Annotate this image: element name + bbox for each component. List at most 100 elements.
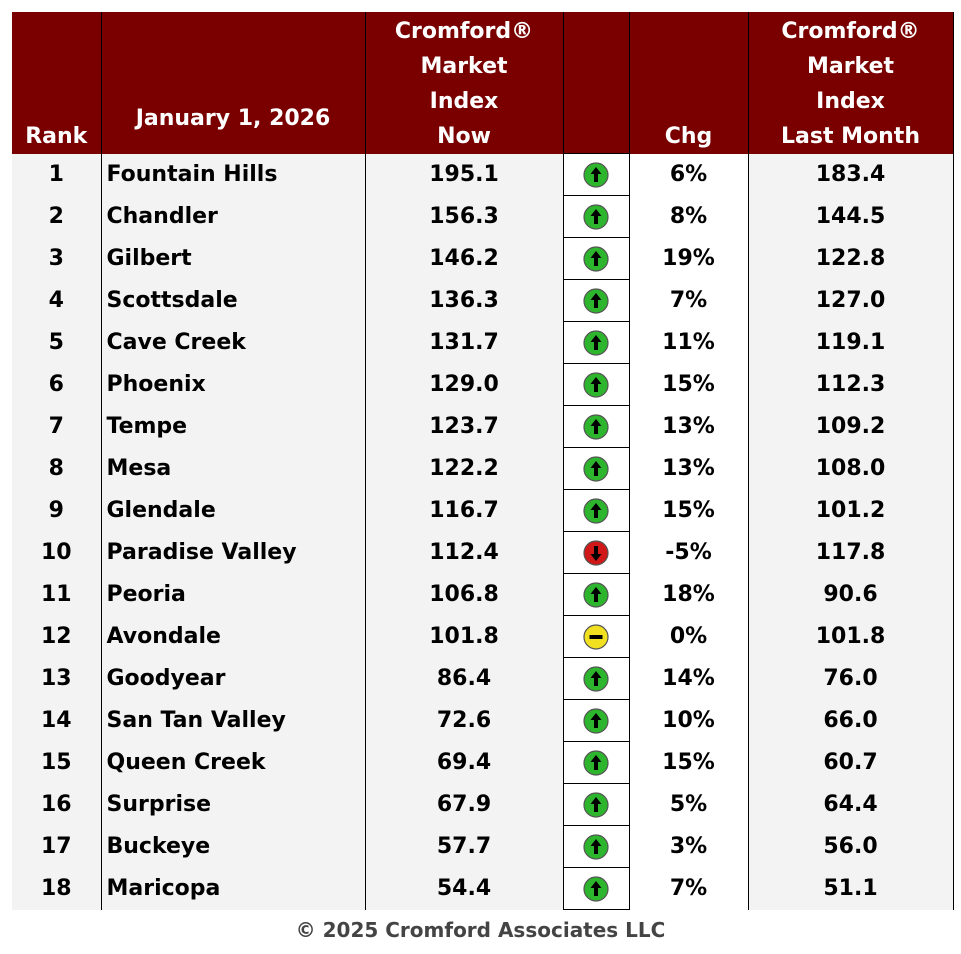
trend-cell [562, 405, 630, 448]
trend-icon [583, 875, 609, 902]
index-now-cell: 106.8 [365, 573, 564, 616]
header-line: Cromford® [781, 18, 920, 44]
index-last-month-cell: 101.2 [748, 489, 954, 532]
market-table: Rank January 1, 2026 Cromford® Market Index N… [12, 12, 954, 910]
city-cell: Tempe [101, 405, 366, 448]
rank-cell: 15 [12, 741, 102, 784]
index-now-cell: 67.9 [365, 783, 564, 826]
index-last-month-cell: 109.2 [748, 405, 954, 448]
trend-cell [562, 489, 630, 532]
table-row: 12 Avondale 101.8 0% 101.8 [12, 615, 954, 658]
index-last-month-cell: 66.0 [748, 699, 954, 742]
index-now-cell: 57.7 [365, 825, 564, 868]
rank-cell: 14 [12, 699, 102, 742]
index-last-month-cell: 127.0 [748, 279, 954, 322]
rank-cell: 6 [12, 363, 102, 406]
city-cell: San Tan Valley [101, 699, 366, 742]
table-row: 18 Maricopa 54.4 7% 51.1 [12, 867, 954, 910]
city-cell: Phoenix [101, 363, 366, 406]
index-now-cell: 129.0 [365, 363, 564, 406]
trend-cell [562, 531, 630, 574]
trend-icon [583, 329, 609, 356]
trend-cell [562, 657, 630, 700]
change-cell: 14% [629, 657, 749, 700]
table-row: 7 Tempe 123.7 13% 109.2 [12, 405, 954, 448]
trend-icon [583, 161, 609, 188]
index-last-month-cell: 183.4 [748, 153, 954, 196]
index-last-month-cell: 56.0 [748, 825, 954, 868]
trend-icon [583, 203, 609, 230]
rank-cell: 1 [12, 153, 102, 196]
city-cell: Peoria [101, 573, 366, 616]
table-row: 10 Paradise Valley 112.4 -5% 117.8 [12, 531, 954, 574]
column-header: January 1, 2026 [101, 12, 366, 154]
column-header: Rank [12, 12, 102, 154]
index-last-month-cell: 90.6 [748, 573, 954, 616]
header-line: Index [816, 88, 885, 114]
trend-cell [562, 447, 630, 490]
table-row: 3 Gilbert 146.2 19% 122.8 [12, 237, 954, 280]
rank-cell: 2 [12, 195, 102, 238]
trend-icon [583, 833, 609, 860]
city-cell: Fountain Hills [101, 153, 366, 196]
index-now-cell: 146.2 [365, 237, 564, 280]
index-now-cell: 116.7 [365, 489, 564, 532]
index-now-cell: 131.7 [365, 321, 564, 364]
trend-cell [562, 279, 630, 322]
change-cell: 15% [629, 489, 749, 532]
trend-icon [583, 371, 609, 398]
index-now-cell: 195.1 [365, 153, 564, 196]
index-now-cell: 101.8 [365, 615, 564, 658]
index-now-cell: 112.4 [365, 531, 564, 574]
index-last-month-cell: 51.1 [748, 867, 954, 910]
trend-icon [583, 497, 609, 524]
trend-icon [583, 665, 609, 692]
city-cell: Gilbert [101, 237, 366, 280]
rank-cell: 18 [12, 867, 102, 910]
table-row: 14 San Tan Valley 72.6 10% 66.0 [12, 699, 954, 742]
index-last-month-cell: 122.8 [748, 237, 954, 280]
rank-cell: 17 [12, 825, 102, 868]
rank-cell: 10 [12, 531, 102, 574]
index-last-month-cell: 101.8 [748, 615, 954, 658]
index-last-month-cell: 64.4 [748, 783, 954, 826]
index-last-month-cell: 112.3 [748, 363, 954, 406]
city-cell: Chandler [101, 195, 366, 238]
change-cell: 15% [629, 741, 749, 784]
city-cell: Goodyear [101, 657, 366, 700]
change-cell: 13% [629, 405, 749, 448]
header-line: Now [437, 123, 491, 149]
header-line: Chg [664, 123, 713, 149]
table-row: 1 Fountain Hills 195.1 6% 183.4 [12, 153, 954, 196]
change-cell: 15% [629, 363, 749, 406]
change-cell: 7% [629, 279, 749, 322]
header-line: Market [806, 53, 895, 79]
trend-icon [583, 707, 609, 734]
index-now-cell: 72.6 [365, 699, 564, 742]
trend-icon [583, 245, 609, 272]
header-line: January 1, 2026 [135, 105, 331, 131]
index-last-month-cell: 108.0 [748, 447, 954, 490]
rank-cell: 3 [12, 237, 102, 280]
table-row: 5 Cave Creek 131.7 11% 119.1 [12, 321, 954, 364]
trend-cell [562, 783, 630, 826]
table-row: 8 Mesa 122.2 13% 108.0 [12, 447, 954, 490]
city-cell: Scottsdale [101, 279, 366, 322]
trend-icon [583, 791, 609, 818]
trend-icon [583, 455, 609, 482]
index-now-cell: 69.4 [365, 741, 564, 784]
trend-cell [562, 825, 630, 868]
index-now-cell: 122.2 [365, 447, 564, 490]
trend-cell [562, 573, 630, 616]
header-row: Rank January 1, 2026 Cromford® Market Index N… [12, 12, 954, 154]
index-last-month-cell: 117.8 [748, 531, 954, 574]
column-header: Cromford® Market Index Now [365, 12, 564, 154]
column-header: Chg [629, 12, 749, 154]
table-row: 17 Buckeye 57.7 3% 56.0 [12, 825, 954, 868]
rank-cell: 16 [12, 783, 102, 826]
rank-cell: 7 [12, 405, 102, 448]
table-row: 15 Queen Creek 69.4 15% 60.7 [12, 741, 954, 784]
index-last-month-cell: 76.0 [748, 657, 954, 700]
table-row: 9 Glendale 116.7 15% 101.2 [12, 489, 954, 532]
